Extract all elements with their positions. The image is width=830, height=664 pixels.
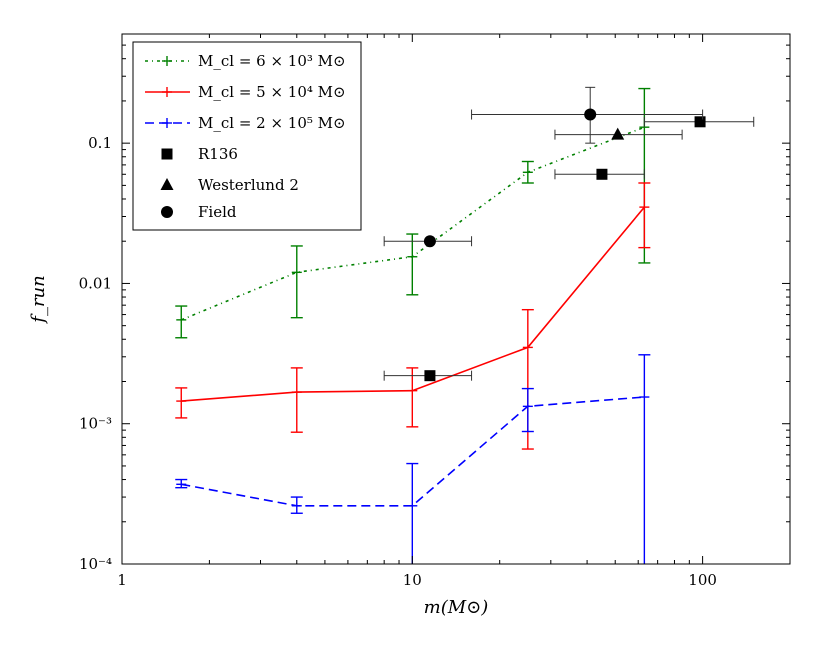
legend: M_cl = 6 × 10³ M⊙ M_cl = 5 × 10⁴ M⊙ M_cl =…: [132, 41, 362, 231]
legend-entry: M_cl = 5 × 10⁴ M⊙: [145, 83, 346, 101]
observation-field: [383, 86, 704, 248]
square-marker: [424, 370, 436, 382]
y-axis-label: f_run: [28, 275, 49, 324]
data-point: [521, 387, 534, 433]
legend-label: Westerlund 2: [198, 176, 299, 194]
legend-label: R136: [198, 145, 238, 163]
x-tick-label: 100: [688, 571, 717, 589]
y-tick-label: 0.1: [88, 134, 112, 152]
data-point: [290, 367, 303, 433]
data-point: [406, 367, 419, 428]
plot-area: [175, 86, 755, 564]
square-marker: [161, 148, 173, 160]
observation-r136: [383, 116, 755, 382]
triangle-marker: [160, 178, 174, 190]
legend-label: Field: [198, 203, 237, 221]
series-3: [175, 354, 651, 564]
circle-marker: [584, 108, 597, 121]
legend-label: M_cl = 5 × 10⁴ M⊙: [198, 83, 346, 101]
triangle-marker: [611, 127, 625, 140]
circle-marker: [423, 235, 436, 248]
data-point: [638, 182, 651, 249]
observation-point: [383, 370, 473, 382]
x-tick-label: 10: [403, 571, 422, 589]
legend-entry: Field: [161, 203, 237, 221]
axes-frame: [121, 33, 791, 565]
legend-entry: M_cl = 2 × 10⁵ M⊙: [145, 114, 346, 132]
observation-point: [554, 168, 645, 180]
data-point: [175, 478, 188, 489]
square-marker: [596, 168, 608, 180]
x-axis-label: m(M⊙): [424, 597, 489, 618]
observation-point: [554, 127, 683, 140]
y-tick-label: 10⁻⁴: [79, 555, 112, 573]
data-point: [521, 160, 534, 184]
observation-westerlund-2: [554, 127, 683, 140]
tick-labels: 1 10 100 10⁻⁴ 10⁻³ 0.01 0.1: [79, 134, 717, 589]
circle-marker: [161, 206, 173, 218]
data-point: [290, 496, 303, 514]
axis-ticks: [121, 34, 791, 565]
y-tick-label: 0.01: [79, 274, 112, 292]
observation-point: [383, 235, 473, 248]
legend-box: [132, 41, 362, 231]
data-point: [175, 305, 188, 339]
data-point: [406, 462, 419, 564]
legend-entry: R136: [161, 145, 238, 163]
observation-point: [643, 116, 755, 128]
legend-label: M_cl = 6 × 10³ M⊙: [198, 52, 346, 70]
data-point: [406, 233, 419, 296]
x-tick-label: 1: [117, 571, 127, 589]
square-marker: [694, 116, 706, 128]
y-tick-label: 10⁻³: [79, 415, 112, 433]
legend-label: M_cl = 2 × 10⁵ M⊙: [198, 114, 346, 132]
legend-entry: Westerlund 2: [160, 176, 299, 194]
observation-point: [471, 86, 704, 144]
legend-entry: M_cl = 6 × 10³ M⊙: [145, 52, 346, 70]
data-point: [290, 245, 303, 319]
data-point: [175, 387, 188, 419]
data-point: [638, 354, 651, 564]
